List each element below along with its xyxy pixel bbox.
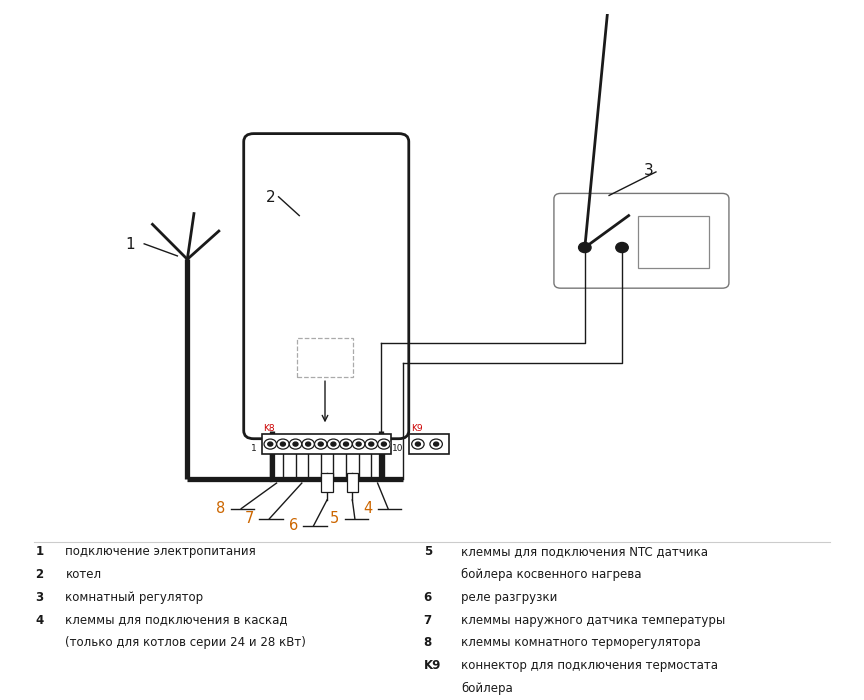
Text: 1: 1 xyxy=(35,545,44,558)
FancyBboxPatch shape xyxy=(244,134,409,439)
Circle shape xyxy=(264,439,276,449)
Circle shape xyxy=(411,439,424,449)
Circle shape xyxy=(306,442,311,446)
Circle shape xyxy=(344,442,348,446)
Text: котел: котел xyxy=(66,568,101,581)
Circle shape xyxy=(434,442,439,446)
Circle shape xyxy=(293,442,298,446)
Text: 7: 7 xyxy=(423,613,432,626)
Text: 6: 6 xyxy=(423,591,432,603)
Text: 5: 5 xyxy=(423,545,432,558)
Circle shape xyxy=(318,442,323,446)
Text: реле разгрузки: реле разгрузки xyxy=(461,591,557,603)
Circle shape xyxy=(369,442,374,446)
Text: коннектор для подключения термостата: коннектор для подключения термостата xyxy=(461,659,718,672)
Text: 4: 4 xyxy=(35,613,44,626)
Bar xyxy=(262,434,391,454)
Text: K9: K9 xyxy=(411,424,422,433)
Circle shape xyxy=(356,442,361,446)
Bar xyxy=(346,473,359,492)
Circle shape xyxy=(365,439,378,449)
Circle shape xyxy=(381,442,386,446)
Bar xyxy=(409,434,448,454)
Text: 2: 2 xyxy=(35,568,44,581)
Text: комнатный регулятор: комнатный регулятор xyxy=(66,591,204,603)
Text: 10: 10 xyxy=(392,444,403,453)
Circle shape xyxy=(268,442,273,446)
Text: 3: 3 xyxy=(644,163,653,179)
Text: (только для котлов серии 24 и 28 кВт): (только для котлов серии 24 и 28 кВт) xyxy=(66,636,306,650)
Text: 1: 1 xyxy=(251,444,257,453)
Text: клеммы комнатного терморегулятора: клеммы комнатного терморегулятора xyxy=(461,636,701,650)
Text: бойлера косвенного нагрева: бойлера косвенного нагрева xyxy=(461,568,642,581)
Bar xyxy=(321,473,333,492)
Text: бойлера: бойлера xyxy=(461,682,512,695)
Circle shape xyxy=(579,242,591,253)
Circle shape xyxy=(281,442,285,446)
Text: K9: K9 xyxy=(423,659,442,672)
Text: клеммы для подключения в каскад: клеммы для подключения в каскад xyxy=(66,613,288,626)
Text: K8: K8 xyxy=(264,424,276,433)
Text: 8: 8 xyxy=(216,500,226,516)
Circle shape xyxy=(430,439,442,449)
Text: клеммы для подключения NTC датчика: клеммы для подключения NTC датчика xyxy=(461,545,708,558)
Circle shape xyxy=(616,242,628,253)
Circle shape xyxy=(327,439,340,449)
Circle shape xyxy=(378,439,391,449)
Text: 3: 3 xyxy=(35,591,44,603)
FancyBboxPatch shape xyxy=(554,193,729,288)
Circle shape xyxy=(314,439,327,449)
Text: 8: 8 xyxy=(423,636,432,650)
Circle shape xyxy=(331,442,336,446)
Bar xyxy=(297,338,353,377)
Circle shape xyxy=(353,439,365,449)
Bar xyxy=(638,216,709,268)
Circle shape xyxy=(276,439,289,449)
Text: подключение электропитания: подключение электропитания xyxy=(66,545,256,558)
Text: клеммы наружного датчика температуры: клеммы наружного датчика температуры xyxy=(461,613,725,626)
Text: 1: 1 xyxy=(125,237,135,252)
Circle shape xyxy=(289,439,302,449)
Circle shape xyxy=(340,439,353,449)
Circle shape xyxy=(302,439,314,449)
Text: 4: 4 xyxy=(363,500,372,516)
Text: 5: 5 xyxy=(330,511,340,526)
Text: 7: 7 xyxy=(245,511,254,526)
Text: 2: 2 xyxy=(266,190,276,205)
Text: 6: 6 xyxy=(289,518,298,533)
Circle shape xyxy=(416,442,421,446)
